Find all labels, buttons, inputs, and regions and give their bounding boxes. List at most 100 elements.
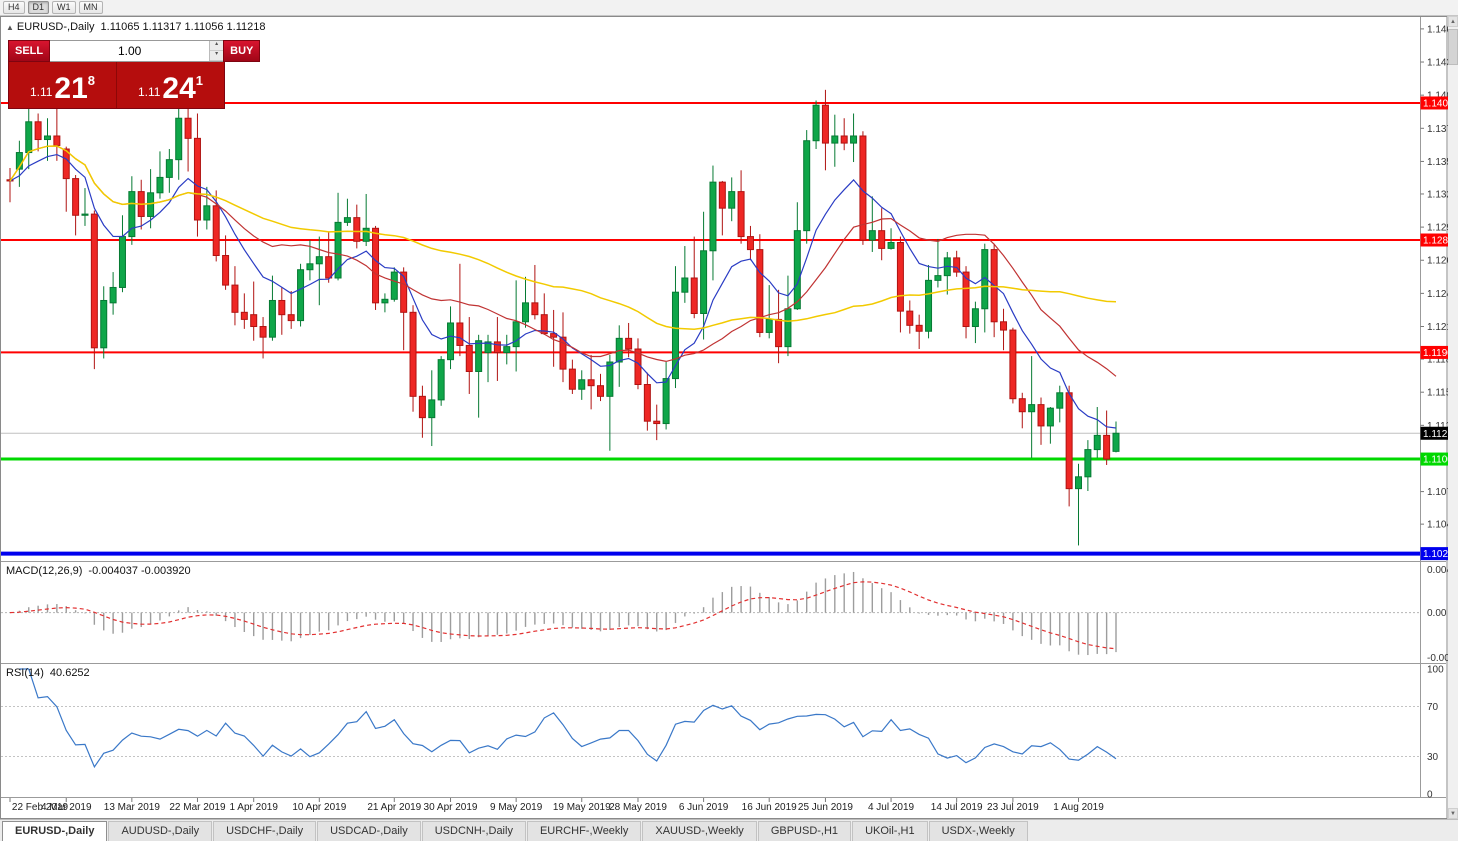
svg-text:1.11565: 1.11565 — [1427, 388, 1448, 399]
svg-text:1.10450: 1.10450 — [1427, 520, 1448, 531]
collapse-arrow-icon[interactable]: ▲ — [6, 23, 14, 32]
svg-text:21 Apr 2019: 21 Apr 2019 — [367, 802, 421, 813]
svg-text:22 Mar 2019: 22 Mar 2019 — [169, 802, 226, 813]
svg-text:14 Jul 2019: 14 Jul 2019 — [931, 802, 983, 813]
svg-text:1.12851: 1.12851 — [1423, 236, 1448, 247]
chart-symbol-label: EURUSD-,Daily — [16, 21, 95, 33]
svg-text:1 Apr 2019: 1 Apr 2019 — [230, 802, 279, 813]
svg-text:6 Jun 2019: 6 Jun 2019 — [679, 802, 729, 813]
chart-window: 1.14635 1.14355 1.14075 1.13795 1.13515 1.132… — [0, 16, 1448, 819]
volume-stepper-up-icon[interactable]: ▴ — [210, 41, 224, 51]
svg-text:4 Jul 2019: 4 Jul 2019 — [868, 802, 915, 813]
timeframe-button-h4[interactable]: H4 — [3, 1, 25, 14]
svg-text:13 Mar 2019: 13 Mar 2019 — [104, 802, 161, 813]
moving-average-lines — [9, 145, 1117, 429]
macd-values: -0.004037 -0.003920 — [88, 565, 191, 577]
vertical-scrollbar[interactable]: ▲ ▼ — [1448, 16, 1458, 819]
buy-button[interactable]: BUY — [223, 40, 261, 62]
svg-text:1.14009: 1.14009 — [1423, 98, 1448, 109]
svg-text:19 May 2019: 19 May 2019 — [553, 802, 611, 813]
svg-text:0.004517: 0.004517 — [1427, 565, 1448, 576]
buy-price-display[interactable]: 1.11 24 1 — [117, 62, 224, 108]
tab-usdcnh-daily[interactable]: USDCNH-,Daily — [421, 821, 526, 841]
svg-text:25 Jun 2019: 25 Jun 2019 — [798, 802, 853, 813]
buy-price-pips: 24 — [162, 72, 196, 105]
buy-price-prefix: 1.11 — [137, 85, 161, 99]
svg-text:28 May 2019: 28 May 2019 — [609, 802, 667, 813]
macd-indicator: 0.004517 0.00 -0.00480 — [1, 565, 1448, 664]
scrollbar-track[interactable] — [1448, 27, 1458, 808]
svg-text:0: 0 — [1427, 790, 1433, 801]
volume-stepper: ▴ ▾ — [209, 41, 224, 61]
timeframe-button-w1[interactable]: W1 — [52, 1, 76, 14]
tab-ukoil-h1[interactable]: UKOil-,H1 — [852, 821, 928, 841]
svg-text:1 Aug 2019: 1 Aug 2019 — [1053, 802, 1104, 813]
sell-price-point: 8 — [87, 73, 96, 88]
svg-text:1.11000: 1.11000 — [1423, 455, 1448, 466]
svg-text:1.11218: 1.11218 — [1423, 429, 1448, 440]
svg-text:1.12400: 1.12400 — [1427, 289, 1448, 300]
svg-text:1.13240: 1.13240 — [1427, 189, 1448, 200]
tab-eurusd-daily[interactable]: EURUSD-,Daily — [2, 821, 108, 841]
svg-text:16 Jun 2019: 16 Jun 2019 — [742, 802, 797, 813]
svg-text:1.12960: 1.12960 — [1427, 223, 1448, 234]
svg-text:1.12120: 1.12120 — [1427, 322, 1448, 333]
chart-title: ▲ EURUSD-,Daily 1.11065 1.11317 1.11056 1.… — [6, 21, 266, 33]
svg-text:1.11845: 1.11845 — [1427, 355, 1448, 366]
tab-audusd-daily[interactable]: AUDUSD-,Daily — [108, 821, 213, 841]
svg-text:1.13515: 1.13515 — [1427, 157, 1448, 168]
tab-xauusd-weekly[interactable]: XAUUSD-,Weekly — [642, 821, 757, 841]
svg-text:4 Mar 2019: 4 Mar 2019 — [41, 802, 92, 813]
svg-text:1.13795: 1.13795 — [1427, 124, 1448, 135]
rsi-indicator: 100 70 30 0 — [1, 665, 1444, 801]
svg-text:10 Apr 2019: 10 Apr 2019 — [292, 802, 346, 813]
sell-price-display[interactable]: 1.11 21 8 — [9, 62, 117, 108]
svg-text:1.14355: 1.14355 — [1427, 58, 1448, 69]
svg-text:9 May 2019: 9 May 2019 — [490, 802, 543, 813]
svg-text:100: 100 — [1427, 665, 1444, 676]
sell-price-prefix: 1.11 — [29, 85, 53, 99]
svg-text:70: 70 — [1427, 702, 1439, 713]
price-axis-tags: 1.14009 1.12851 1.11901 1.11000 1.10201 1.112… — [1420, 96, 1448, 561]
buy-price-point: 1 — [195, 73, 204, 88]
rsi-indicator-label: RSI(14) 40.6252 — [6, 667, 90, 679]
svg-text:1.10201: 1.10201 — [1423, 549, 1448, 560]
sell-button[interactable]: SELL — [8, 40, 51, 62]
chart-tab-bar: EURUSD-,Daily AUDUSD-,Daily USDCHF-,Daily U… — [0, 819, 1458, 841]
volume-field: ▴ ▾ — [50, 40, 224, 62]
tab-usdchf-daily[interactable]: USDCHF-,Daily — [213, 821, 317, 841]
tab-gbpusd-h1[interactable]: GBPUSD-,H1 — [757, 821, 852, 841]
tab-usdcad-daily[interactable]: USDCAD-,Daily — [317, 821, 421, 841]
rsi-value: 40.6252 — [49, 667, 90, 679]
svg-text:1.11285: 1.11285 — [1427, 421, 1448, 432]
timeframe-button-d1[interactable]: D1 — [27, 1, 50, 14]
volume-stepper-down-icon[interactable]: ▾ — [210, 51, 224, 61]
svg-text:1.14075: 1.14075 — [1427, 91, 1448, 102]
svg-text:30 Apr 2019: 30 Apr 2019 — [424, 802, 478, 813]
svg-text:1.11901: 1.11901 — [1423, 348, 1448, 359]
svg-text:1.14635: 1.14635 — [1427, 24, 1448, 35]
svg-text:23 Jul 2019: 23 Jul 2019 — [987, 802, 1039, 813]
macd-indicator-label: MACD(12,26,9) -0.004037 -0.003920 — [6, 565, 191, 577]
scrollbar-thumb[interactable] — [1448, 29, 1458, 65]
volume-input[interactable] — [50, 41, 210, 61]
svg-text:-0.00480: -0.00480 — [1427, 653, 1448, 664]
svg-text:1.12680: 1.12680 — [1427, 256, 1448, 267]
candlestick-series — [6, 89, 1120, 546]
svg-text:1.10725: 1.10725 — [1427, 487, 1448, 498]
scroll-up-icon[interactable]: ▲ — [1448, 16, 1458, 27]
svg-text:0.00: 0.00 — [1427, 608, 1447, 619]
chart-plot-area[interactable]: 1.14635 1.14355 1.14075 1.13795 1.13515 1.132… — [0, 16, 1448, 819]
sell-price-pips: 21 — [54, 72, 88, 105]
chart-ohlc-values: 1.11065 1.11317 1.11056 1.11218 — [100, 21, 266, 33]
tab-eurchf-weekly[interactable]: EURCHF-,Weekly — [526, 821, 642, 841]
timeframe-toolbar: H4 D1 W1 MN — [0, 0, 1458, 16]
timeframe-button-mn[interactable]: MN — [78, 1, 103, 14]
price-axis: 1.14635 1.14355 1.14075 1.13795 1.13515 1.132… — [1420, 24, 1448, 531]
svg-text:30: 30 — [1427, 752, 1439, 763]
svg-text:22 Feb 2019: 22 Feb 2019 — [12, 802, 69, 813]
tab-usdx-weekly[interactable]: USDX-,Weekly — [928, 821, 1028, 841]
scroll-down-icon[interactable]: ▼ — [1448, 808, 1458, 819]
